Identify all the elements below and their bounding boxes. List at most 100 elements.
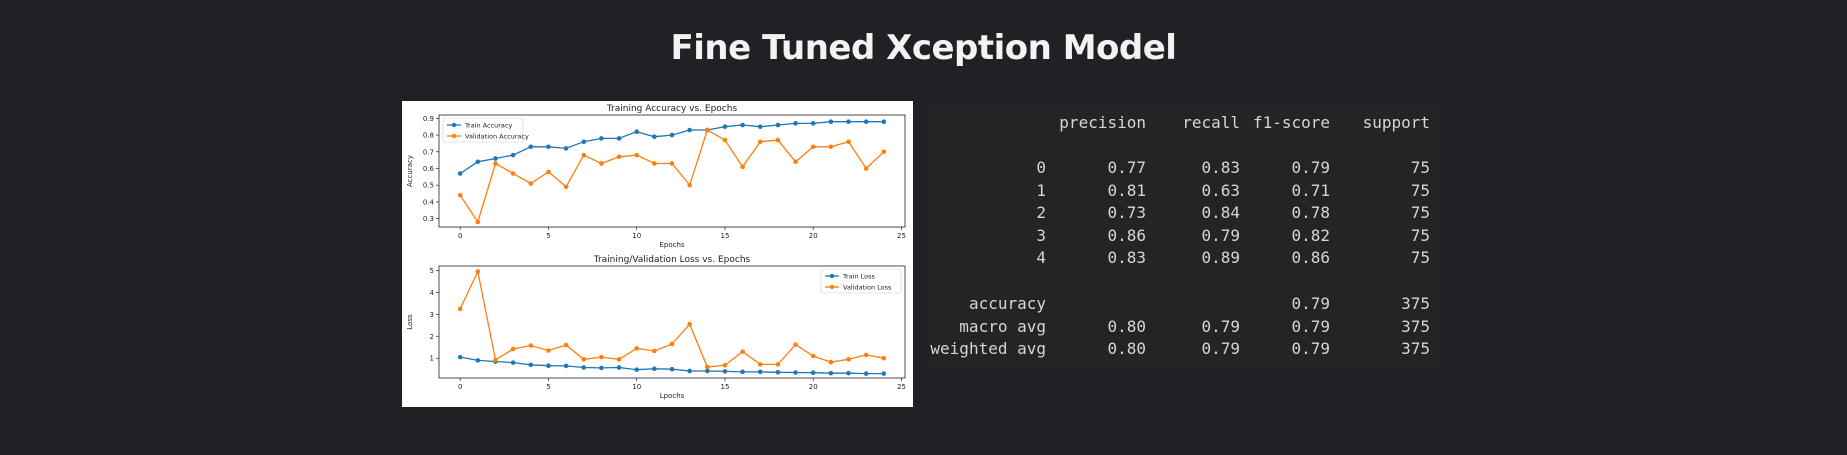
data-point	[616, 365, 622, 370]
data-point	[687, 127, 692, 133]
report-cell-recall: 0.79	[1201, 316, 1240, 336]
data-point	[599, 365, 604, 371]
data-point	[722, 369, 728, 374]
legend-label: Train Loss	[842, 273, 876, 281]
report-cell-precision: 0.73	[1107, 203, 1146, 223]
data-point	[563, 342, 569, 348]
data-point	[881, 355, 887, 361]
report-cell-label: 0	[1036, 158, 1046, 177]
report-cell-recall: 0.83	[1201, 158, 1240, 177]
chart-title: Training/Validation Loss vs. Epochs	[593, 255, 751, 265]
data-point	[863, 119, 869, 124]
data-point	[757, 139, 763, 145]
report-cell-f1: 0.79	[1291, 158, 1330, 177]
y-axis-label: Accuracy	[406, 155, 414, 187]
data-point	[740, 349, 745, 354]
data-point	[828, 119, 834, 124]
data-point	[634, 367, 639, 372]
data-point	[457, 171, 463, 176]
report-cell-recall: 0.79	[1201, 339, 1240, 359]
classification-report: precision recall f1-score support 0 0.77 0…	[930, 104, 1440, 368]
legend-label: Train Accuracy	[464, 122, 512, 130]
report-header-row: precision recall f1-score support	[930, 112, 1440, 134]
report-cell-precision: 0.83	[1107, 248, 1146, 268]
data-point	[810, 144, 816, 150]
report-cell-support: 375	[1401, 339, 1430, 359]
data-point	[652, 348, 657, 354]
data-point	[475, 358, 481, 363]
page-title: Fine Tuned Xception Model	[670, 28, 1177, 68]
report-header-precision: precision	[1059, 113, 1146, 132]
report-header-support: support	[1362, 113, 1430, 132]
series-line-1	[459, 129, 885, 224]
data-point	[705, 127, 710, 133]
data-point	[457, 192, 463, 198]
x-tick-label: 15	[720, 232, 729, 240]
legend-swatch-marker	[829, 284, 835, 290]
data-point	[757, 369, 763, 375]
x-tick-label: 0	[458, 232, 462, 240]
data-point	[634, 129, 639, 135]
data-point	[722, 124, 728, 130]
data-point	[546, 144, 551, 150]
x-tick-label: 10	[632, 383, 641, 391]
data-point	[528, 362, 534, 368]
training-plots-image: Training Accuracy vs. Epochs 0 5 10 15 20 25 0.…	[402, 101, 913, 407]
data-point	[828, 359, 834, 365]
report-class-row: 1 0.81 0.63 0.71 75	[930, 180, 1440, 202]
report-header-recall: recall	[1182, 113, 1240, 132]
report-cell-support: 75	[1410, 225, 1430, 245]
data-point	[475, 219, 481, 225]
data-point	[669, 132, 675, 138]
data-point	[616, 154, 622, 160]
chart-title: Training Accuracy vs. Epochs	[606, 104, 738, 114]
data-point	[457, 306, 463, 312]
legend-swatch-marker	[829, 273, 835, 279]
data-point	[705, 368, 710, 374]
report-cell-label: 3	[1036, 225, 1046, 245]
x-tick-label: 20	[809, 232, 818, 240]
data-point	[581, 152, 587, 158]
report-cell-recall: 0.89	[1201, 248, 1240, 268]
data-point	[793, 121, 798, 126]
legend-swatch-marker	[451, 133, 457, 139]
data-point	[863, 371, 869, 376]
x-tick-label: 20	[809, 383, 818, 391]
y-tick-label: 0.8	[423, 132, 434, 140]
y-tick-label: 0.4	[423, 198, 435, 206]
data-point	[581, 365, 587, 370]
report-cell-label: 1	[1036, 180, 1046, 200]
data-point	[722, 137, 728, 143]
data-point	[563, 184, 569, 190]
data-point	[493, 156, 498, 161]
x-axis-label: Lpochs	[660, 392, 685, 400]
y-tick-label: 5	[430, 267, 434, 275]
report-summary-row: weighted avg 0.80 0.79 0.79 375	[930, 338, 1440, 360]
data-point	[634, 346, 639, 351]
report-cell-label: weighted avg	[930, 339, 1046, 359]
data-point	[775, 122, 781, 128]
data-point	[793, 342, 798, 347]
data-point	[810, 370, 816, 376]
data-point	[510, 152, 516, 158]
report-cell-recall: 0.84	[1201, 203, 1240, 223]
data-point	[581, 139, 587, 145]
data-point	[669, 341, 675, 347]
y-tick-label: 0.7	[423, 148, 434, 156]
data-point	[475, 159, 481, 165]
data-point	[793, 370, 798, 375]
data-point	[652, 366, 657, 372]
legend-label: Validation Loss	[843, 284, 892, 292]
data-point	[652, 161, 657, 166]
data-point	[828, 144, 834, 150]
data-point	[616, 357, 622, 362]
y-tick-label: 0.6	[423, 165, 435, 173]
data-point	[546, 348, 551, 353]
x-axis-label: Epochs	[659, 241, 684, 249]
data-point	[846, 357, 851, 362]
report-cell-precision: 0.81	[1107, 180, 1146, 200]
report-cell-support: 75	[1410, 203, 1430, 223]
legend-box	[442, 117, 524, 143]
data-point	[528, 144, 534, 150]
report-cell-f1: 0.78	[1291, 203, 1330, 223]
